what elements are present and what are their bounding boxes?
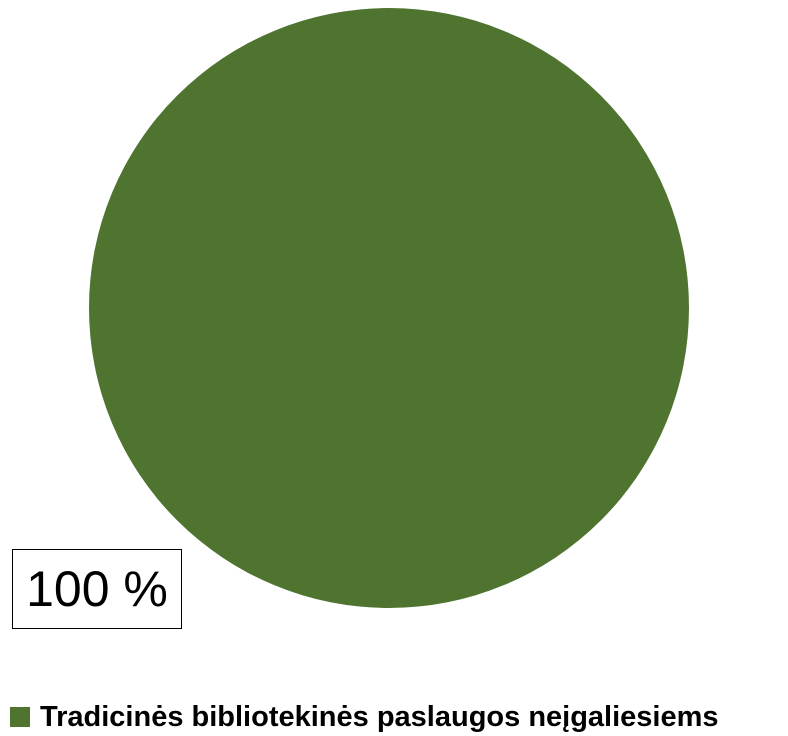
legend-label: Tradicinės bibliotekinės paslaugos neįga… [40,700,719,733]
legend-swatch [10,707,30,727]
pie-chart [89,8,689,608]
slice-data-label: 100 % [12,549,182,629]
pie-slices [89,8,689,608]
pie-slice-0 [89,8,689,608]
legend: Tradicinės bibliotekinės paslaugos neįga… [10,700,719,734]
